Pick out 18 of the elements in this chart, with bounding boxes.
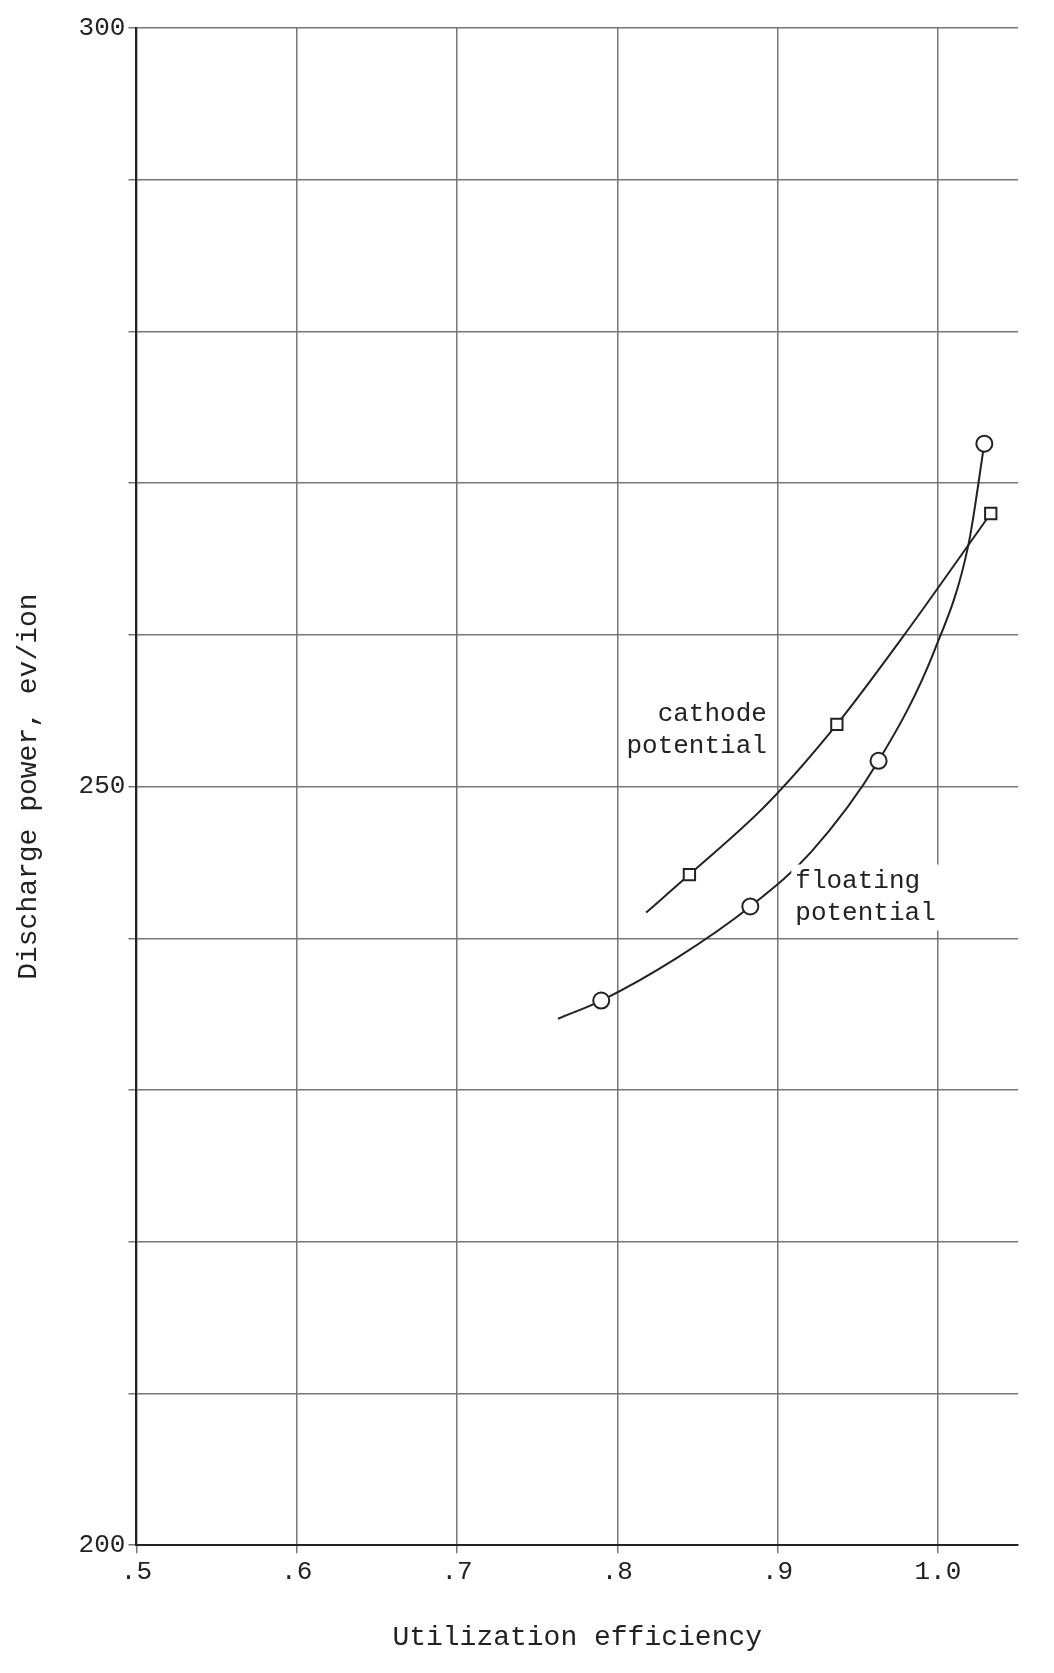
series-label: floating potential (795, 866, 936, 929)
point (592, 991, 611, 1010)
x-tick-label: .8 (601, 1556, 633, 1587)
x-tick-label: .7 (441, 1556, 473, 1587)
x-tick-label: .9 (761, 1556, 794, 1587)
point (984, 506, 998, 521)
y-tick-label: 300 (78, 12, 126, 43)
y-tick-label: 250 (78, 771, 126, 802)
point (682, 867, 697, 882)
point (830, 717, 844, 732)
x-tick-label: .6 (281, 1556, 313, 1587)
x-tick-label: 1.0 (914, 1556, 962, 1587)
point (741, 897, 760, 916)
x-axis-title: Utilization efficiency (392, 1621, 763, 1653)
text: cathode potential (626, 699, 767, 762)
point (975, 434, 994, 453)
point (869, 751, 888, 770)
y-axis-title: Discharge power, ev/ion (13, 593, 45, 980)
